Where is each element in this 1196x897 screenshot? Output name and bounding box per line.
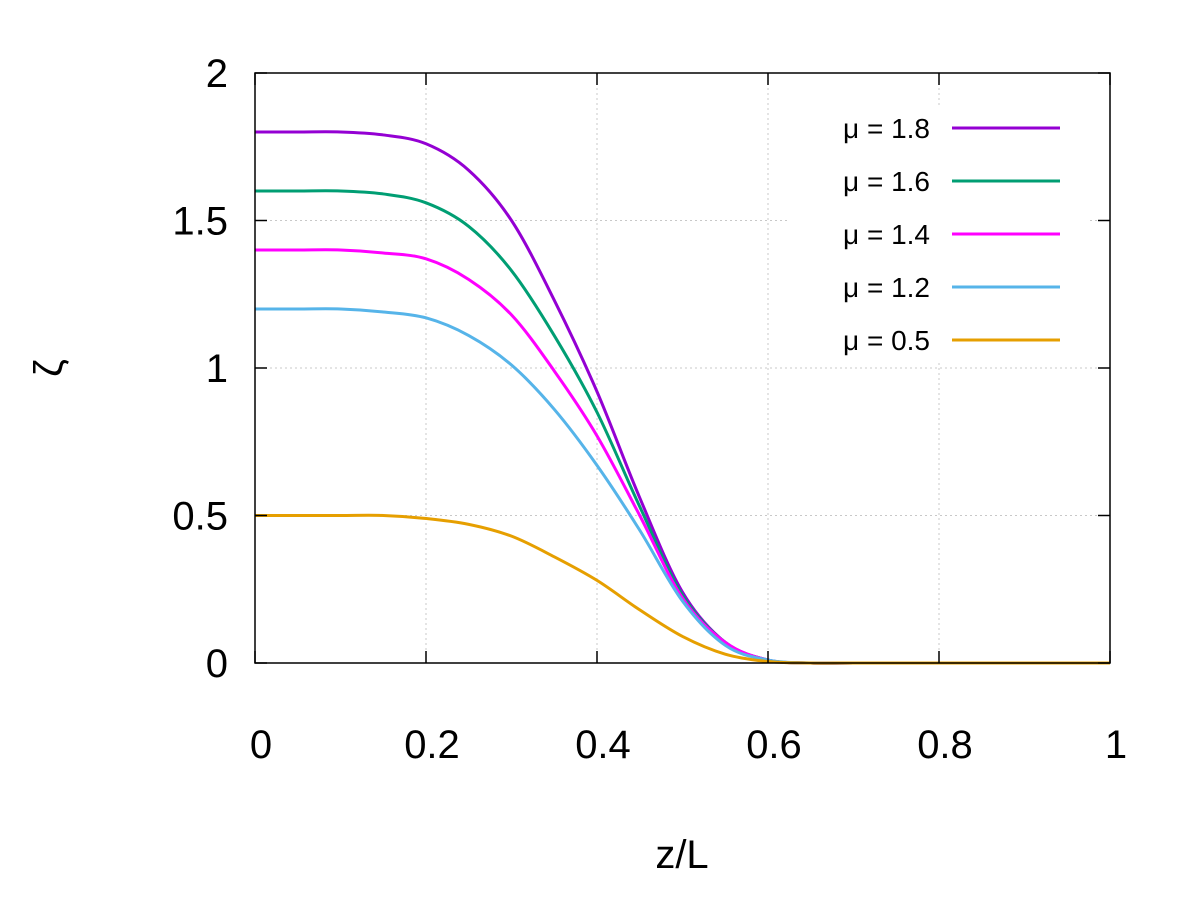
x-tick-label: 0.4 [575, 723, 631, 767]
x-tick-label: 1 [1105, 723, 1127, 767]
series-line-4 [255, 513, 1110, 665]
x-axis-label: z/L [655, 833, 708, 877]
y-tick-label: 1 [206, 347, 228, 391]
y-tick-label: 2 [206, 52, 228, 96]
legend: μ = 1.8 μ = 1.6 μ = 1.4 μ = 1.2 μ = 0.5 [790, 108, 1090, 363]
legend-label: μ = 1.6 [843, 166, 930, 197]
x-tick-label: 0.2 [404, 723, 460, 767]
y-tick-labels: 0 0.5 1 1.5 2 [172, 52, 228, 686]
y-axis-label: ζ [27, 359, 71, 377]
y-tick-label: 1.5 [172, 200, 228, 244]
legend-label: μ = 1.4 [843, 219, 930, 250]
axis-ticks [254, 72, 1111, 664]
legend-label: μ = 0.5 [843, 325, 930, 356]
y-tick-label: 0 [206, 642, 228, 686]
legend-label: μ = 1.8 [843, 113, 930, 144]
x-tick-label: 0.8 [917, 723, 973, 767]
x-tick-label: 0.6 [746, 723, 802, 767]
y-tick-label: 0.5 [172, 495, 228, 539]
legend-label: μ = 1.2 [843, 272, 930, 303]
x-tick-labels: 0 0.2 0.4 0.6 0.8 1 [250, 723, 1127, 767]
grid [255, 73, 1110, 663]
x-tick-label: 0 [250, 723, 272, 767]
